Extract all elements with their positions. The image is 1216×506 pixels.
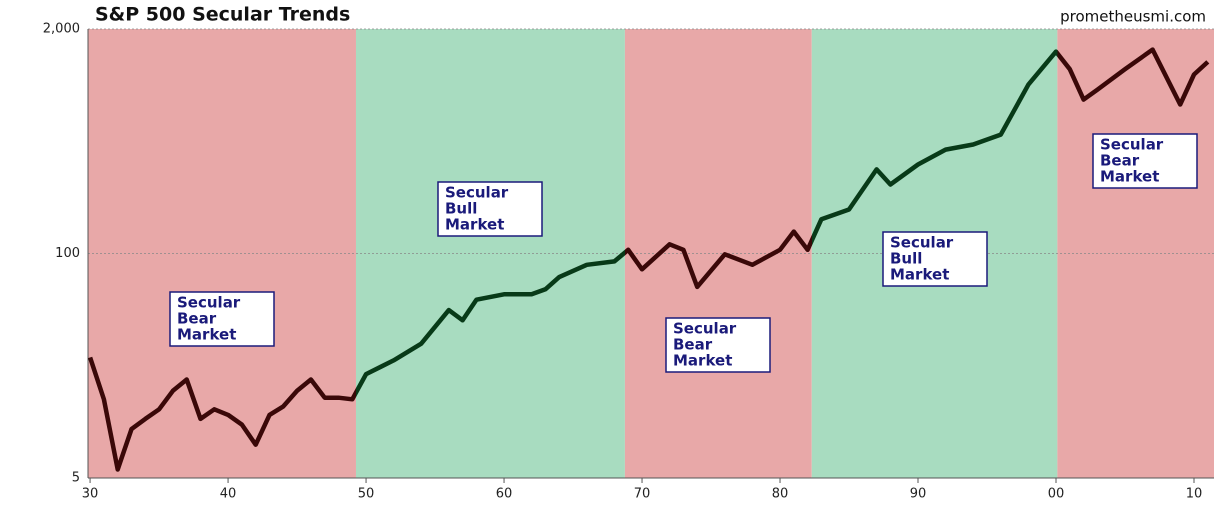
chart-title: S&P 500 Secular Trends (95, 4, 350, 26)
x-tick-label: 40 (220, 487, 237, 502)
x-tick-label: 90 (910, 487, 927, 502)
region-label-text: Bear (673, 336, 713, 354)
region-label-text: Market (177, 326, 236, 344)
x-tick-label: 70 (634, 487, 651, 502)
index-line (87, 47, 1210, 472)
region-label-text: Bear (1100, 152, 1140, 170)
label-box (437, 181, 543, 237)
region-label-text: Secular (1100, 136, 1164, 154)
region-label-text: Market (673, 352, 732, 370)
region-label-text: Bear (177, 310, 217, 328)
label-box (169, 291, 275, 347)
region-label-text: Bull (445, 200, 477, 218)
region-label-text: Market (1100, 168, 1159, 186)
region-label-text: Secular (890, 234, 954, 252)
region-label-text: Market (890, 266, 949, 284)
region-label-text: Market (445, 216, 504, 234)
region-label-text: Bull (890, 250, 922, 268)
source: prometheusmi.com (1060, 8, 1206, 26)
label-box (1092, 133, 1198, 189)
region-label-text: Secular (177, 294, 241, 312)
x-tick-label: 30 (82, 487, 99, 502)
x-tick-label: 60 (496, 487, 513, 502)
label-box (665, 317, 771, 373)
x-tick-label: 80 (772, 487, 789, 502)
x-tick-label: 50 (358, 487, 375, 502)
y-tick-label: 2,000 (43, 22, 80, 37)
x-tick-label: 10 (1186, 487, 1203, 502)
region (1057, 29, 1214, 478)
region-label-text: Secular (673, 320, 737, 338)
x-tick-label: 00 (1048, 487, 1065, 502)
region-label-text: Secular (445, 184, 509, 202)
y-tick-label: 100 (55, 246, 80, 261)
label-box (882, 231, 988, 287)
y-tick-label: 5 (72, 471, 80, 486)
